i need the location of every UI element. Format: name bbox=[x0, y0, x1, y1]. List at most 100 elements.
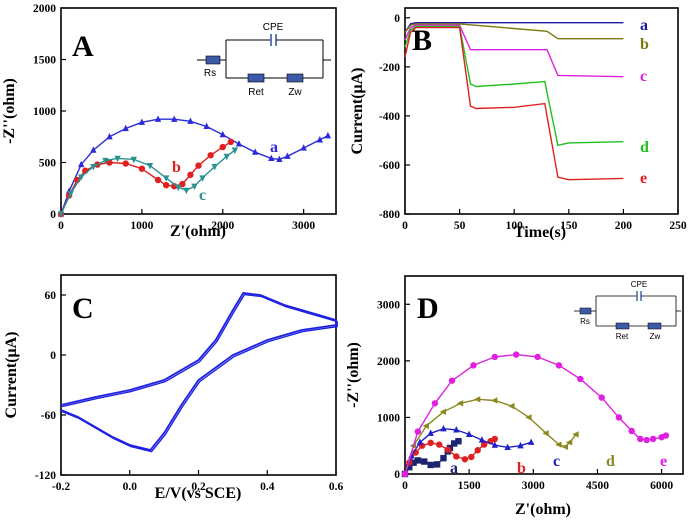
panel-b-series-a-label: a bbox=[640, 17, 648, 34]
panel-d-series: a b c d e bbox=[401, 351, 670, 478]
panel-c-xtick-label: 0.6 bbox=[329, 481, 344, 493]
panel-b-xtick-label: 250 bbox=[669, 220, 687, 232]
panel-d-series-e-point bbox=[643, 436, 650, 444]
panel-d-series-b-point bbox=[444, 446, 451, 453]
panel-c-ylabel: Current(μA) bbox=[3, 332, 20, 419]
panel-d-series-a-point bbox=[440, 454, 447, 462]
panel-d-xtick-label: 1500 bbox=[458, 480, 481, 492]
panel-b-ytick-label: -800 bbox=[379, 209, 400, 221]
panel-d-series-e-point bbox=[513, 351, 520, 358]
panel-b-series-d-line bbox=[404, 25, 624, 147]
panel-d-series-c-point bbox=[527, 438, 535, 445]
panel-a-series-a-point bbox=[284, 152, 291, 159]
panel-d-series-b-point bbox=[468, 453, 475, 461]
panel-a-xtick-label: 3000 bbox=[292, 220, 315, 232]
panel-c-plot-frame bbox=[60, 274, 337, 476]
panel-d-series-d-point bbox=[439, 408, 447, 415]
panel-d-series-e-point bbox=[431, 400, 439, 407]
panel-a-series-c-point bbox=[223, 153, 231, 161]
panel-a-series-b-point bbox=[207, 152, 214, 159]
panel-a-ytick-label: 1500 bbox=[33, 55, 56, 67]
panel-d-series-a-label: a bbox=[450, 460, 458, 477]
panel-d-ret-resistor bbox=[615, 322, 630, 330]
panel-a: 0 1000 2000 3000 0 500 1000 1500 2000 a b c A Z'(o… bbox=[1, 3, 337, 240]
panel-a-zw-element bbox=[286, 73, 304, 83]
panel-d-series-d-point bbox=[491, 397, 498, 404]
panel-d-series-e-label: e bbox=[660, 453, 667, 470]
panel-a-ytick-label: 2000 bbox=[33, 3, 56, 15]
panel-a-series-a-point bbox=[235, 140, 243, 147]
panel-d-series-c-point bbox=[416, 438, 424, 445]
panel-c-xtick-label: 0.2 bbox=[191, 481, 206, 493]
panel-d-series-d-label: d bbox=[606, 453, 615, 470]
panel-c-xlabel: E/V(vs SCE) bbox=[155, 485, 242, 502]
panel-b-series-c-line bbox=[404, 24, 624, 78]
panel-b: 0 50 100 150 200 250 0 -200 -400 -600 -800 abc de B… bbox=[349, 7, 687, 241]
panel-d-series-a-point bbox=[450, 440, 458, 447]
panel-a-series-b-point bbox=[227, 138, 235, 146]
panel-d-series-b-point bbox=[436, 441, 443, 448]
panel-d-series-c-point bbox=[427, 429, 434, 436]
panel-c-xtick-label: 0.4 bbox=[260, 481, 275, 493]
panel-d-series-c-label: c bbox=[553, 453, 560, 470]
panel-c-series-cv-line bbox=[60, 292, 337, 452]
panel-d-rs-resistor bbox=[579, 307, 592, 315]
panel-d-series-b-label: b bbox=[517, 460, 526, 477]
panel-a-series-a-point bbox=[90, 146, 97, 153]
panel-d-ylabel: -Z''(ohm) bbox=[345, 342, 362, 408]
panel-a-series-c-point bbox=[183, 187, 190, 195]
panel-a-series-c-point bbox=[67, 190, 74, 198]
panel-a-xlabel: Z'(ohm) bbox=[170, 223, 226, 240]
panel-d-series-d-point bbox=[422, 422, 429, 430]
panel-a-xtick-label: 1000 bbox=[130, 220, 153, 232]
panel-a-series-a-point bbox=[276, 155, 283, 163]
panel-d-series-d-point bbox=[565, 439, 573, 446]
panel-a-series-c-point bbox=[175, 184, 182, 192]
panel-d-series-e-point bbox=[637, 435, 644, 443]
panel-a-series-a-point bbox=[203, 122, 210, 130]
panel-d-series-a-point bbox=[421, 458, 428, 465]
panel-a-series-a-point bbox=[219, 130, 226, 138]
panel-d-series-e-point bbox=[555, 362, 563, 369]
panel-a-series-a-point bbox=[122, 124, 129, 132]
panel-d-series-e-point bbox=[628, 427, 635, 435]
panel-b-xtick-label: 100 bbox=[506, 220, 524, 232]
panel-d-series-e-point bbox=[414, 428, 422, 435]
panel-d-series-a-point bbox=[410, 459, 417, 466]
panel-b-xlabel: Time(s) bbox=[514, 224, 566, 241]
panel-d-series-b-point bbox=[461, 456, 469, 463]
panel-d-zw-label: Zw bbox=[650, 332, 661, 341]
panel-a-series-a-point bbox=[187, 117, 194, 124]
panel-c-ytick-label: 0 bbox=[50, 350, 56, 362]
panel-a-series-c-point bbox=[199, 175, 206, 182]
panel-d-ytick-label: 3000 bbox=[377, 299, 400, 311]
panel-a-ytick-label: 0 bbox=[50, 209, 56, 221]
panel-d-series-b-point bbox=[480, 441, 488, 448]
panel-b-xtick-label: 200 bbox=[615, 220, 633, 232]
panel-d-ytick-label: 1000 bbox=[377, 412, 400, 424]
panel-d-series-b-point bbox=[491, 435, 499, 443]
panel-d-series-d-point bbox=[561, 443, 568, 451]
panel-d-series-e-point bbox=[662, 432, 670, 439]
panel-a-series-a-point bbox=[268, 154, 275, 161]
panel-d-xtick-label: 3000 bbox=[522, 480, 545, 492]
panel-b-series-b-label: b bbox=[640, 36, 649, 53]
panel-a-series-a-point bbox=[154, 115, 162, 122]
panel-a-ylabel: -Z''(ohm) bbox=[1, 78, 18, 144]
panel-d-series-c-point bbox=[491, 441, 499, 448]
panel-d-series-e-point bbox=[598, 394, 605, 401]
panel-d-series-e-point bbox=[448, 377, 456, 384]
panel-d-series-b-point bbox=[427, 439, 434, 447]
panel-b-xtick-label: 0 bbox=[402, 220, 408, 232]
panel-d-ytick-label: 0 bbox=[394, 469, 400, 481]
panel-d-series-a-point bbox=[414, 457, 422, 464]
panel-b-series-c-label: c bbox=[640, 68, 647, 85]
panel-d-zw-element bbox=[647, 322, 662, 330]
panel-b-ytick-label: -600 bbox=[379, 160, 400, 172]
panel-b-plot-frame bbox=[404, 7, 679, 215]
panel-a-series-a-point bbox=[106, 132, 113, 140]
panel-a-series-c-label: c bbox=[199, 187, 206, 204]
panel-d-series-c-point bbox=[440, 424, 447, 432]
panel-d-ytick-label: 2000 bbox=[377, 356, 400, 368]
